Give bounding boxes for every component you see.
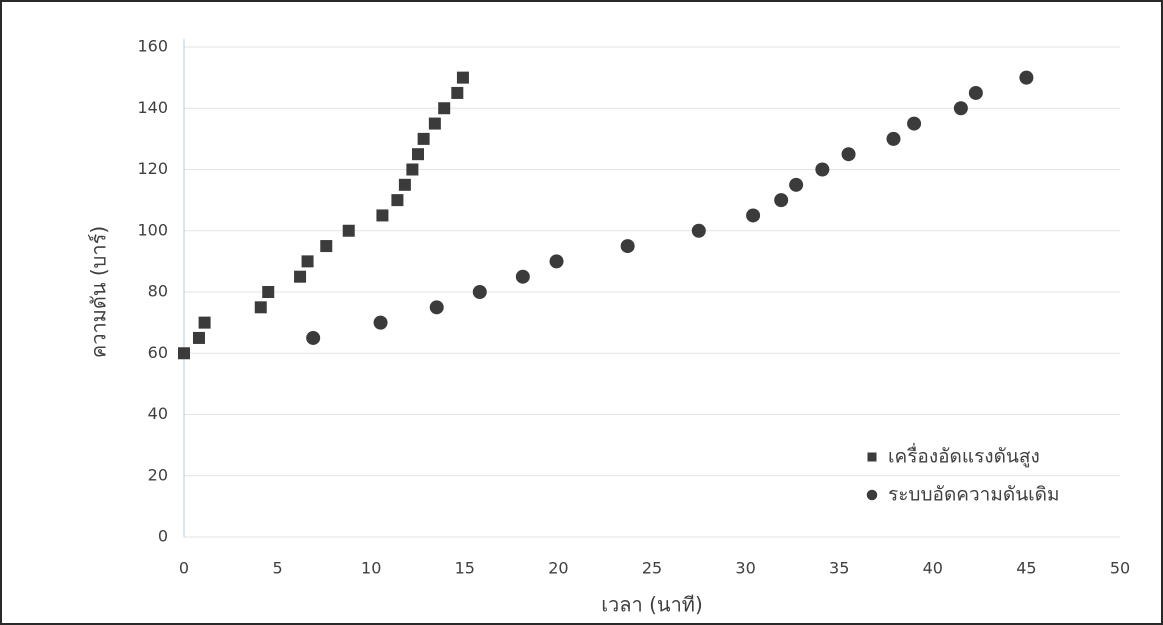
page: เวลา (นาที) ความดัน (บาร์) 0204060801001… — [0, 0, 1163, 625]
point — [438, 102, 450, 114]
legend-marker — [868, 453, 877, 462]
point — [969, 86, 983, 100]
point — [193, 332, 205, 344]
point — [1019, 71, 1033, 85]
point — [391, 194, 403, 206]
x-tick-label: 45 — [1016, 559, 1036, 578]
x-tick-label: 10 — [361, 559, 381, 578]
point — [376, 209, 388, 221]
point — [399, 179, 411, 191]
x-axis-label: เวลา (นาที) — [601, 593, 703, 617]
point — [306, 331, 320, 345]
legend-label: เครื่องอัดแรงดันสูง — [888, 443, 1040, 468]
point — [430, 300, 444, 314]
point — [294, 271, 306, 283]
x-tick-label: 25 — [642, 559, 662, 578]
point — [343, 225, 355, 237]
x-tick-label: 15 — [455, 559, 475, 578]
point — [692, 224, 706, 238]
point — [886, 132, 900, 146]
point — [774, 193, 788, 207]
y-tick-label: 160 — [137, 37, 168, 56]
x-tick-label: 0 — [179, 559, 189, 578]
x-tick-label: 40 — [923, 559, 943, 578]
point — [954, 101, 968, 115]
point — [178, 347, 190, 359]
legend-marker — [867, 490, 878, 501]
legend-label: ระบบอัดความดันเดิม — [888, 484, 1060, 506]
point — [418, 133, 430, 145]
point — [302, 255, 314, 267]
point — [262, 286, 274, 298]
y-tick-label: 80 — [148, 282, 168, 301]
y-tick-label: 60 — [148, 343, 168, 362]
chart: เวลา (นาที) ความดัน (บาร์) 0204060801001… — [0, 0, 1163, 625]
x-tick-label: 5 — [273, 559, 283, 578]
y-tick-label: 100 — [137, 220, 168, 239]
point — [815, 163, 829, 177]
point — [907, 117, 921, 131]
point — [842, 147, 856, 161]
point — [320, 240, 332, 252]
y-tick-label: 20 — [148, 465, 168, 484]
point — [621, 239, 635, 253]
point — [429, 118, 441, 130]
point — [789, 178, 803, 192]
y-tick-label: 140 — [137, 98, 168, 117]
x-tick-label: 20 — [548, 559, 568, 578]
x-tick-label: 35 — [829, 559, 849, 578]
x-tick-label: 50 — [1110, 559, 1130, 578]
y-tick-label: 0 — [158, 527, 168, 546]
point — [457, 72, 469, 84]
point — [516, 270, 530, 284]
point — [473, 285, 487, 299]
point — [406, 164, 418, 176]
point — [199, 317, 211, 329]
frame — [1, 1, 1162, 624]
x-tick-label: 30 — [735, 559, 755, 578]
y-tick-label: 120 — [137, 159, 168, 178]
point — [412, 148, 424, 160]
point — [374, 316, 388, 330]
point — [550, 254, 564, 268]
y-axis-label: ความดัน (บาร์) — [87, 226, 111, 358]
point — [746, 208, 760, 222]
point — [451, 87, 463, 99]
y-tick-label: 40 — [148, 404, 168, 423]
point — [255, 301, 267, 313]
